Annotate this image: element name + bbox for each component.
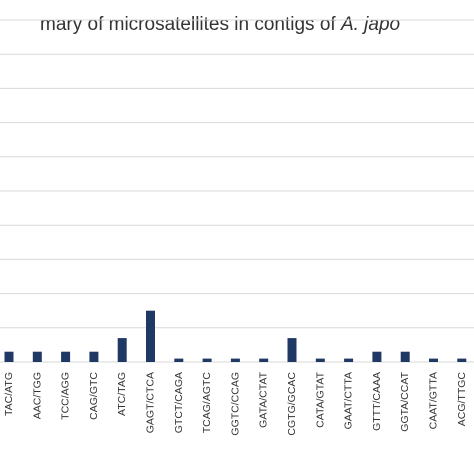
- category-label: GATA/CTAT: [258, 371, 270, 427]
- bar-atc-tag: [117, 338, 127, 362]
- category-label: TAC/ATG: [3, 372, 15, 416]
- category-label: GTCT/CAGA: [173, 372, 185, 433]
- bar-aac-tgg: [32, 351, 42, 362]
- bar-tac-atg: [4, 351, 14, 362]
- category-label: TCAG/AGTC: [201, 372, 213, 434]
- category-labels: TAC/ATG AAC/TGG TCC/AGG CAG/GTC ATC/TAG GAGT/…: [3, 371, 468, 435]
- bar-gaat-ctta: [344, 358, 354, 362]
- category-label: CAAT/GTTA: [428, 372, 440, 429]
- category-label: CATA/GTAT: [314, 371, 326, 427]
- bar-tcag-agtc: [202, 358, 212, 362]
- bar-cgtg-gcac: [287, 338, 297, 362]
- category-label: ACG/TTGC: [456, 372, 468, 427]
- chart-title-species: A. japo: [340, 14, 400, 35]
- gridlines: [0, 19, 474, 363]
- category-label: GGTA/CCAT: [399, 371, 411, 431]
- category-label: ATC/TAG: [116, 372, 128, 416]
- category-label: TCC/AGG: [60, 372, 72, 420]
- category-label: GAAT/CTTA: [343, 372, 355, 429]
- chart-title-main: mary of microsatellites in contigs of: [40, 14, 341, 35]
- bar-acg-ttgc: [457, 358, 467, 362]
- bar-gttt-caaa: [372, 351, 382, 362]
- category-label: CGTG/GCAC: [286, 372, 298, 436]
- bar-gata-ctat: [259, 358, 269, 362]
- chart-title: mary of microsatellites in contigs of A.…: [40, 14, 400, 35]
- category-label: GTTT/CAAA: [371, 372, 383, 431]
- category-label: GGTC/CCAG: [229, 372, 241, 436]
- bar-ggta-ccat: [400, 351, 410, 362]
- category-label: GAGT/CTCA: [145, 372, 157, 433]
- bar-gtct-caga: [174, 358, 184, 362]
- bar-caat-gtta: [429, 358, 438, 362]
- category-label: CAG/GTC: [88, 372, 100, 420]
- bar-gagt-ctca: [146, 310, 155, 362]
- bars: [4, 310, 467, 362]
- bar-tcc-agg: [61, 351, 71, 362]
- bar-cata-gtat: [315, 358, 325, 362]
- bar-ggtc-ccag: [230, 358, 240, 362]
- bar-cag-gtc: [89, 351, 99, 362]
- category-label: AAC/TGG: [31, 372, 43, 419]
